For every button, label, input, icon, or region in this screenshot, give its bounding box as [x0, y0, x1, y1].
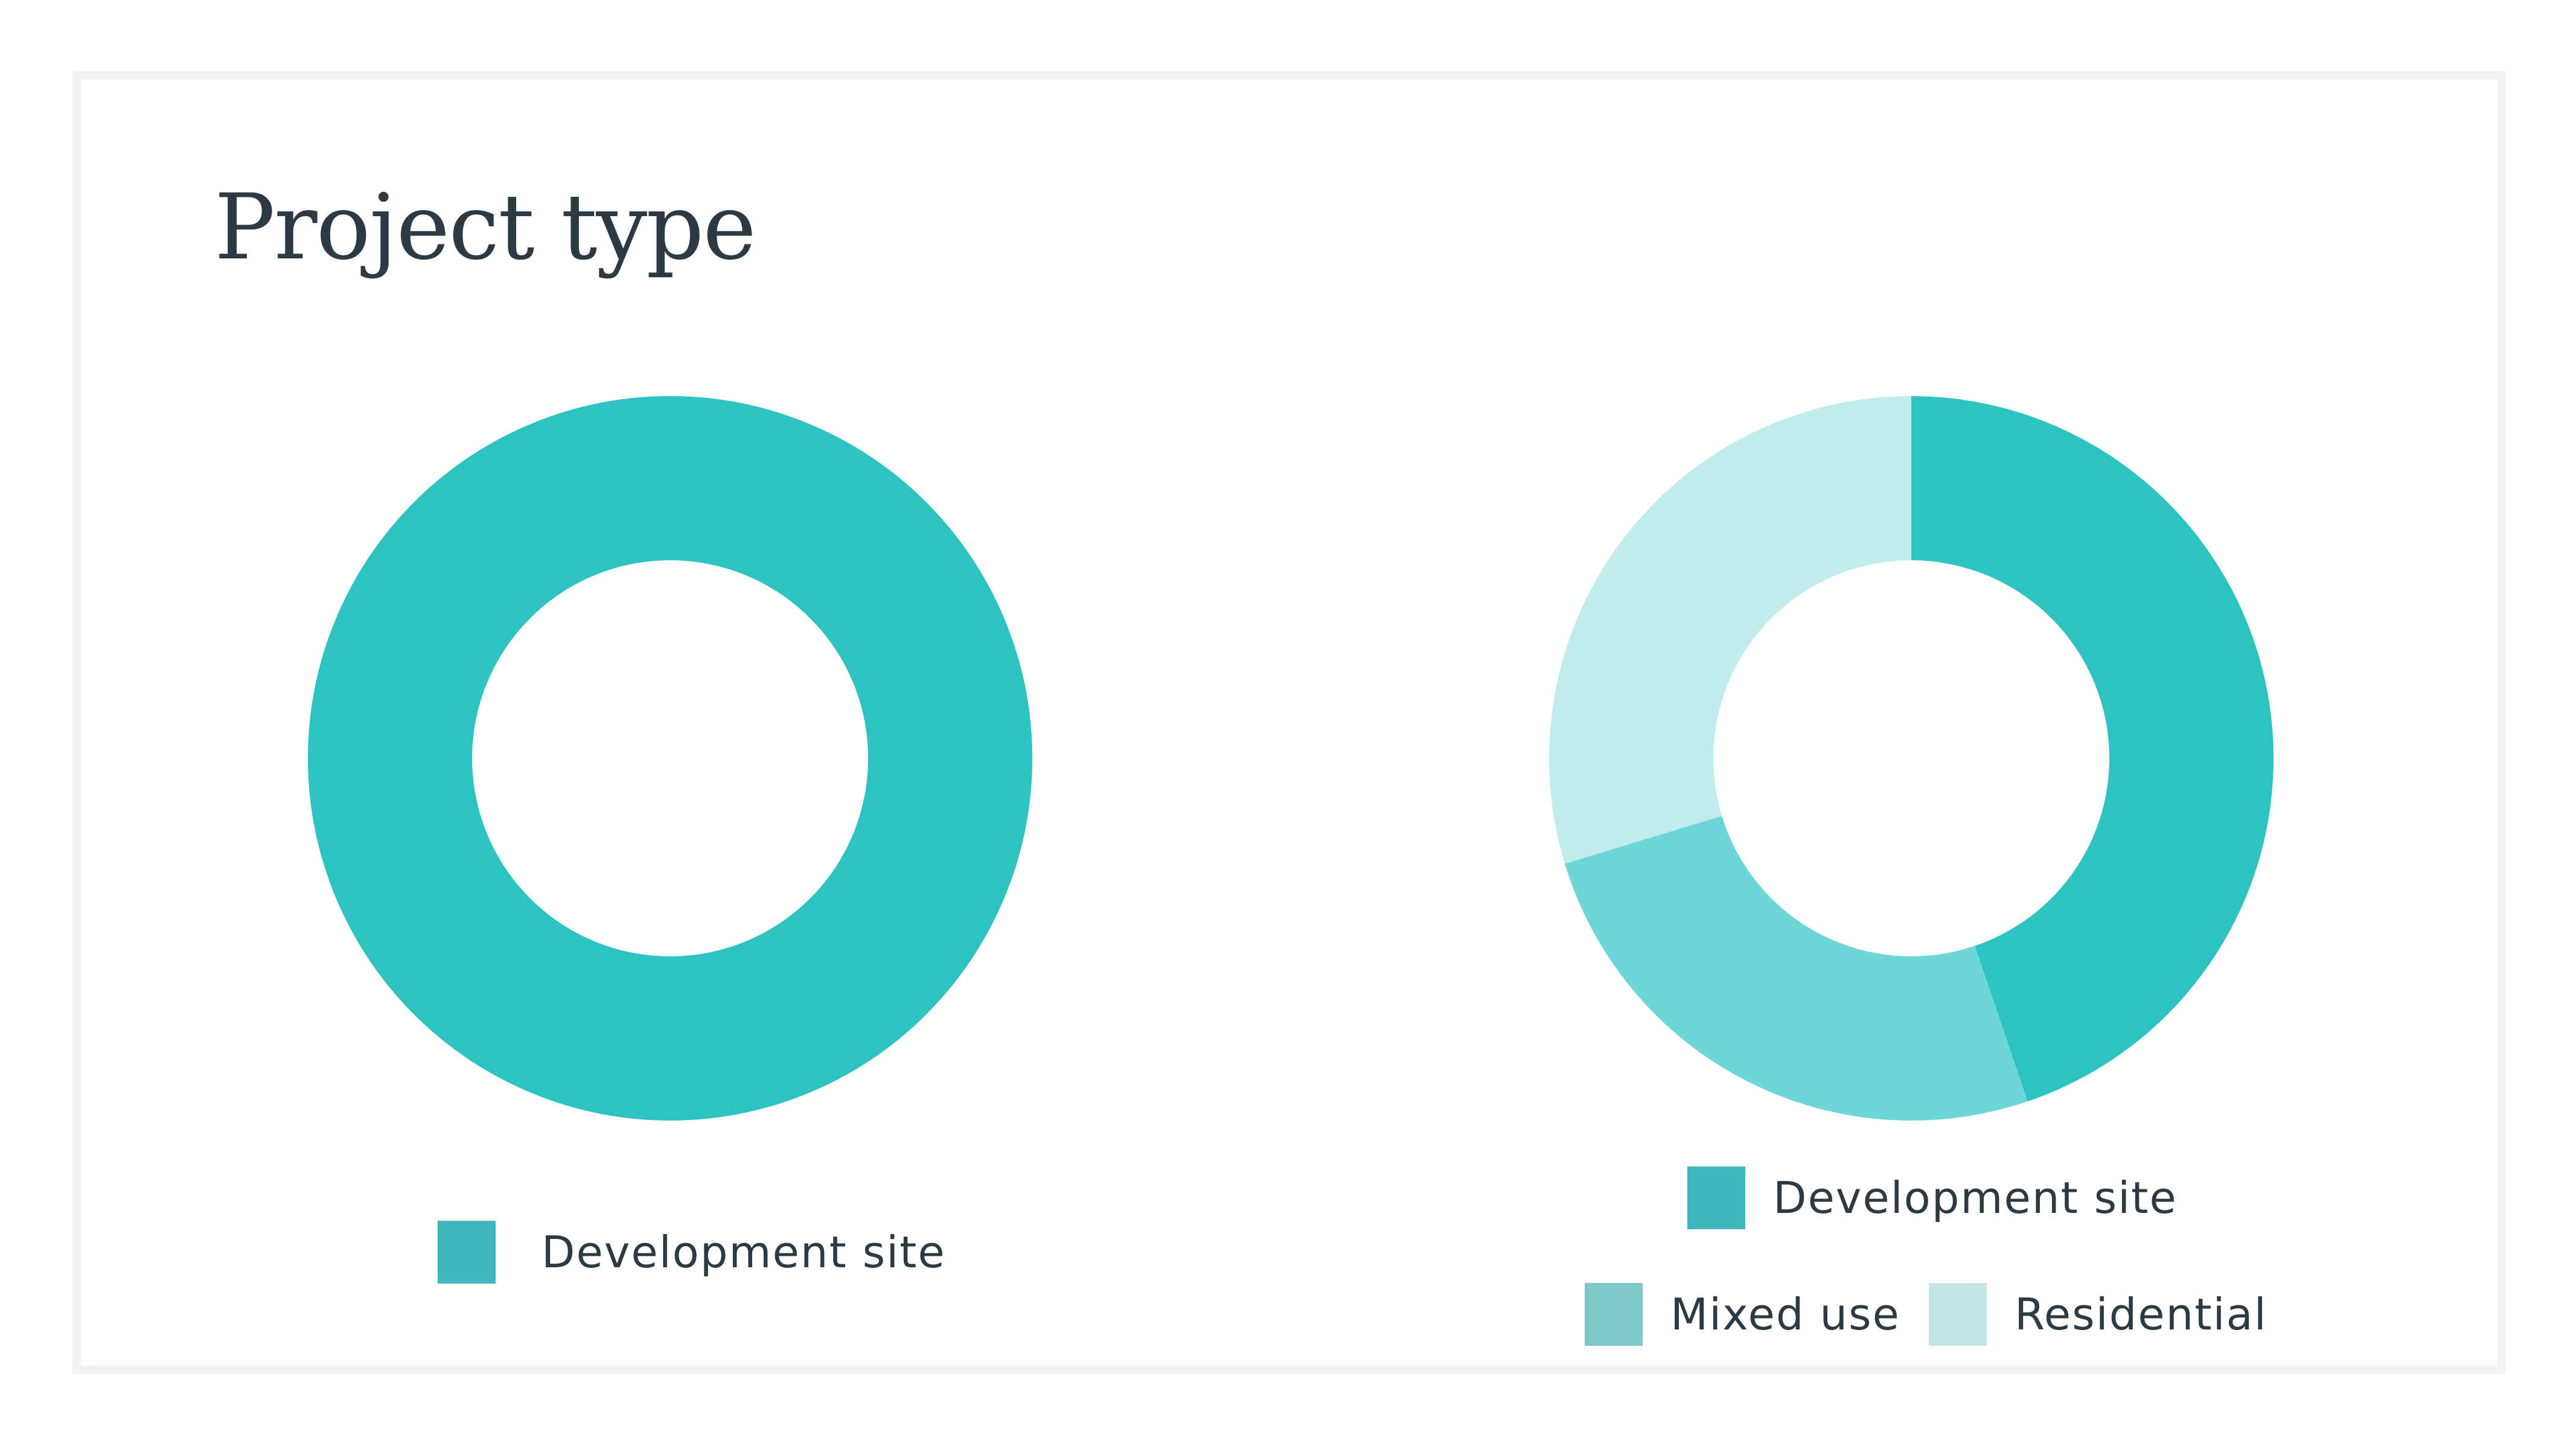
legend-swatch — [1687, 1166, 1745, 1229]
donut-slice-development-site — [1911, 396, 2274, 1102]
donut-chart-right — [1549, 396, 2274, 1121]
donut-slice-development-site — [308, 396, 1032, 1121]
donut-slice-residential — [1549, 396, 1911, 864]
legend-item-mixed-use: Mixed use — [1585, 1283, 1900, 1346]
donut-chart-left — [308, 396, 1032, 1121]
legend-swatch — [438, 1221, 496, 1284]
donut-slice-mixed-use — [1564, 816, 2028, 1121]
legend-item-residential: Residential — [1929, 1283, 2268, 1346]
chart-card — [72, 71, 2505, 1374]
legend-label: Mixed use — [1670, 1289, 1900, 1340]
legend-item-development-site-right: Development site — [1687, 1166, 2178, 1229]
legend-label: Development site — [1773, 1172, 2178, 1223]
legend-label: Residential — [2015, 1289, 2268, 1340]
chart-title: Project type — [214, 175, 756, 280]
legend-item-development-site-left: Development site — [438, 1221, 946, 1284]
legend-label: Development site — [542, 1227, 946, 1278]
legend-swatch — [1585, 1283, 1643, 1346]
legend-swatch — [1929, 1283, 1987, 1346]
